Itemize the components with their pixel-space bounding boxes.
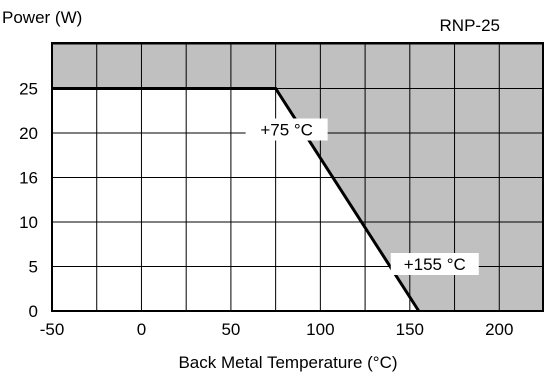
annotation-background [390,253,479,275]
x-axis-label: Back Metal Temperature (°C) [178,353,397,372]
annotation-label: +155 °C [404,255,466,274]
annotations: +75 °C +155 °C [245,118,479,275]
x-tick-label: 100 [306,320,334,339]
y-tick-label: 20 [19,124,38,143]
x-tick-label: 200 [485,320,513,339]
chart-title: Power (W) [2,8,82,27]
y-tick-label: 10 [19,213,38,232]
annotation-background [245,118,328,141]
x-tick-label: -50 [40,320,65,339]
model-label: RNP-25 [440,16,500,35]
y-tick-label: 25 [19,80,38,99]
x-tick-label: 150 [396,320,424,339]
safe-operating-area [52,88,419,311]
x-tick-label: 0 [137,320,146,339]
y-axis-tick-labels: 0 5 10 16 20 25 [19,80,38,322]
plot-frame [51,42,544,312]
y-tick-label: 0 [29,302,38,321]
y-tick-label: 5 [29,258,38,277]
derating-curve [52,87,421,312]
x-axis-tick-labels: -50 0 50 100 150 200 [40,320,514,339]
annotation-label: +75 °C [260,121,313,140]
x-tick-label: 50 [221,320,240,339]
y-tick-label: 16 [19,169,38,188]
